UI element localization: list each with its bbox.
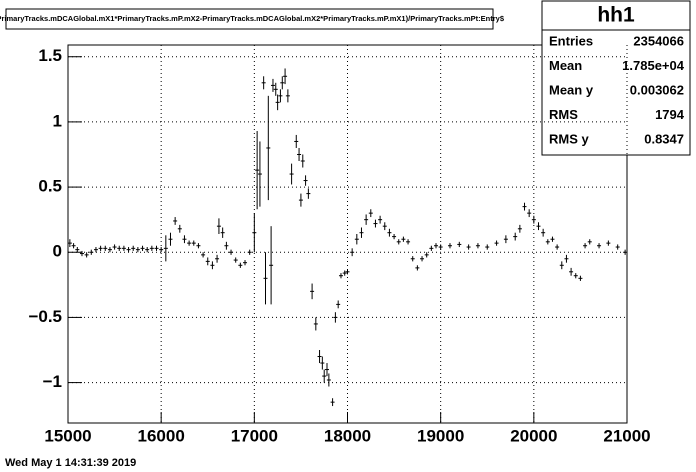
title-box [5,8,494,30]
x-tick-label: 15000 [44,426,91,445]
y-tick-label: 0 [53,242,62,261]
stats-label: Mean y [549,82,594,97]
y-tick-label: 1.5 [38,46,62,65]
stats-label: Entries [549,33,593,48]
x-tick-label: 18000 [324,426,371,445]
stats-value: 1.785e+04 [622,58,685,73]
stats-box [541,0,691,156]
x-tick-label: 16000 [138,426,185,445]
footer: Wed May 1 14:31:39 2019 [5,457,136,469]
x-tick-label: 20000 [510,426,557,445]
y-tick-label: −0.5 [28,307,62,326]
y-tick-label: 1 [53,111,62,130]
x-tick-label: 17000 [231,426,278,445]
stats-label: RMS y [549,131,590,146]
y-tick-label: 0.5 [38,177,62,196]
stats-value: 2354066 [633,33,684,48]
stats-label: Mean [549,58,582,73]
stats-value: 0.003062 [630,82,684,97]
stats-value: 1794 [655,107,685,122]
stats-label: RMS [549,107,578,122]
chart-title: (PrimaryTracks.mDCAGlobal.mX1*PrimaryTra… [0,14,505,23]
y-tick-label: −1 [43,372,62,391]
x-tick-label: 19000 [417,426,464,445]
stats-value: 0.8347 [644,131,684,146]
x-tick-label: 21000 [603,426,650,445]
stats-title: hh1 [597,4,635,27]
